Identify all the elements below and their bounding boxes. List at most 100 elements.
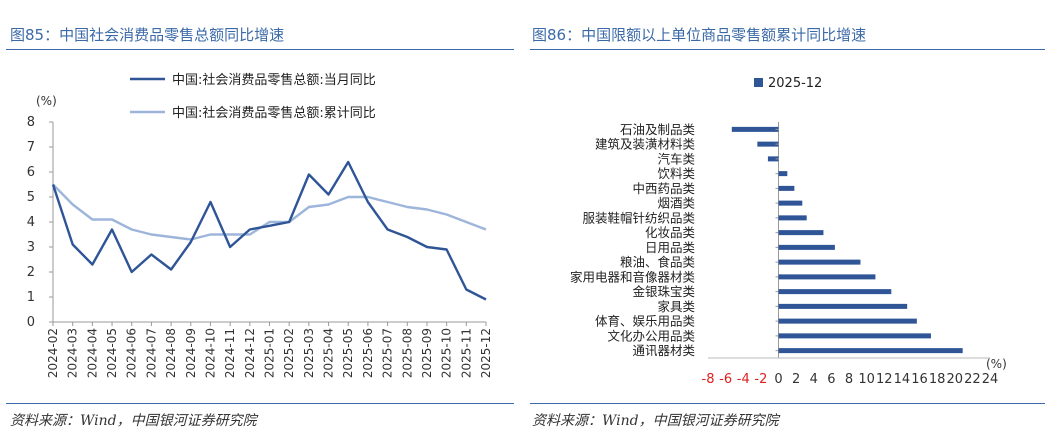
x-tick-label: 8	[845, 372, 853, 387]
bar	[757, 141, 779, 147]
x-tick-label: 18	[929, 372, 946, 387]
category-label: 粮油、食品类	[620, 255, 696, 270]
bar	[778, 289, 892, 295]
category-label: 饮料类	[657, 166, 695, 181]
x-tick-label: -6	[719, 372, 732, 387]
x-tick-label: 24	[982, 372, 999, 387]
x-tick-label: 2024-06	[125, 328, 139, 378]
series-line-monthly-yoy	[51, 160, 487, 301]
bar	[778, 230, 824, 236]
x-tick-label: 12	[876, 372, 893, 387]
bar	[731, 126, 779, 132]
bar-chart: 2025-12 石油及制品类建筑及装潢材料类汽车类饮料类中西药品类烟酒类服装鞋帽针…	[570, 76, 1007, 387]
x-tick-label: 2025-07	[381, 328, 395, 378]
right-source-rule	[530, 403, 1045, 404]
series-line-cumulative-yoy	[52, 183, 487, 241]
y-tick-label: 4	[27, 215, 35, 230]
x-tick-label: 2024-05	[105, 328, 119, 378]
x-tick-label: 2024-07	[144, 328, 158, 378]
x-tick-label: 2	[792, 372, 800, 387]
y-tick-label: 2	[27, 265, 35, 280]
right-panel: 图86：中国限额以上单位商品零售额累计同比增速 2025-12 石油及制品类 建筑及…	[530, 0, 1051, 433]
legend-swatch	[754, 78, 763, 87]
x-tick-label: 2025-05	[341, 328, 355, 378]
x-tick-label: -2	[754, 372, 767, 387]
right-figure-title: 图86：中国限额以上单位商品零售额累计同比增速	[532, 26, 867, 44]
x-tick-label: 16	[911, 372, 928, 387]
right-source-note: 资料来源：Wind，中国银河证券研究院	[532, 413, 779, 429]
bar	[778, 185, 795, 191]
left-title-rule	[6, 49, 514, 50]
left-figure-title: 图85：中国社会消费品零售总额同比增速	[10, 26, 285, 44]
bar	[778, 318, 917, 324]
x-tick-label: 2025-12	[479, 328, 493, 378]
category-label: 建筑及装潢材料类	[595, 137, 696, 152]
category-label: 烟酒类	[657, 196, 695, 211]
bar	[767, 156, 779, 162]
x-tick-label: 2025-10	[440, 328, 454, 378]
y-tick-label: 6	[27, 165, 35, 180]
category-label: 通讯器材类	[632, 343, 695, 358]
y-tick-label: 8	[27, 115, 35, 130]
y-tick-label: 0	[27, 315, 35, 330]
category-label: 体育、娱乐用品类	[595, 314, 696, 329]
x-tick-label: 2025-06	[361, 328, 375, 378]
x-tick-label: -4	[737, 372, 750, 387]
category-label: 中西药品类	[632, 181, 695, 196]
x-tick-label: 2024-02	[46, 328, 60, 378]
x-tick-label: 2024-04	[85, 328, 99, 378]
x-tick-label: -8	[702, 372, 715, 387]
x-tick-label: 4	[810, 372, 818, 387]
x-tick-label: 2025-08	[400, 328, 414, 378]
x-tick-label: 14	[894, 372, 911, 387]
left-source-rule	[6, 403, 514, 404]
legend-label: 2025-12	[768, 76, 822, 91]
category-label: 文化办公用品类	[607, 328, 695, 343]
x-tick-label: 2025-03	[302, 328, 316, 378]
x-tick-label: 20	[946, 372, 963, 387]
category-label: 化妆品类	[645, 225, 696, 240]
y-axis-unit-label: (%)	[36, 94, 57, 108]
x-tick-label: 2024-10	[203, 328, 217, 378]
right-title-rule	[530, 49, 1045, 50]
x-tick-label: 2025-01	[263, 328, 277, 378]
x-tick-label: 2025-02	[282, 328, 296, 378]
x-tick-label: 22	[964, 372, 981, 387]
category-label: 汽车类	[657, 151, 695, 166]
legend-label: 中国:社会消费品零售总额:累计同比	[172, 105, 376, 121]
category-label: 服装鞋帽针纺织品类	[582, 210, 695, 225]
line-chart: (%) 0 1 2 3 4 5 6 7 8 2024-02 2024-03 2024-04 2024-05…	[27, 72, 493, 378]
category-label: 石油及制品类	[620, 122, 696, 137]
bar	[778, 333, 931, 339]
y-tick-label: 5	[27, 190, 35, 205]
x-tick-label: 6	[827, 372, 835, 387]
category-label: 日用品类	[645, 240, 696, 255]
bar	[778, 215, 807, 221]
x-tick-label: 2024-08	[164, 328, 178, 378]
x-tick-label: 2025-04	[322, 328, 336, 378]
x-tick-label: 2024-11	[223, 328, 237, 378]
bar	[778, 303, 908, 309]
category-label: 家用电器和音像器材类	[570, 269, 696, 284]
category-label: 金银珠宝类	[632, 284, 695, 299]
x-tick-label: 0	[774, 372, 782, 387]
x-axis-unit-label: (%)	[986, 357, 1007, 371]
y-tick-label: 7	[27, 140, 35, 155]
bar	[778, 171, 788, 177]
legend-label: 中国:社会消费品零售总额:当月同比	[172, 72, 376, 88]
x-tick-label: 2025-11	[459, 328, 473, 378]
category-label: 家具类	[657, 299, 695, 314]
x-tick-label: 2025-09	[420, 328, 434, 378]
x-tick-label: 10	[858, 372, 875, 387]
y-tick-label: 1	[27, 290, 35, 305]
bar	[778, 274, 876, 280]
x-tick-label: 2024-12	[243, 328, 257, 378]
bar	[778, 244, 835, 250]
left-source-note: 资料来源：Wind，中国银河证券研究院	[10, 413, 257, 429]
bar	[778, 348, 963, 354]
left-panel: 图85：中国社会消费品零售总额同比增速 (%) 0 1 2 3 4 5 6 7 8 2024-02 2…	[0, 0, 520, 433]
x-tick-label: 2024-03	[66, 328, 80, 378]
x-tick-label: 2024-09	[184, 328, 198, 378]
bar	[778, 259, 861, 265]
y-tick-label: 3	[27, 240, 35, 255]
